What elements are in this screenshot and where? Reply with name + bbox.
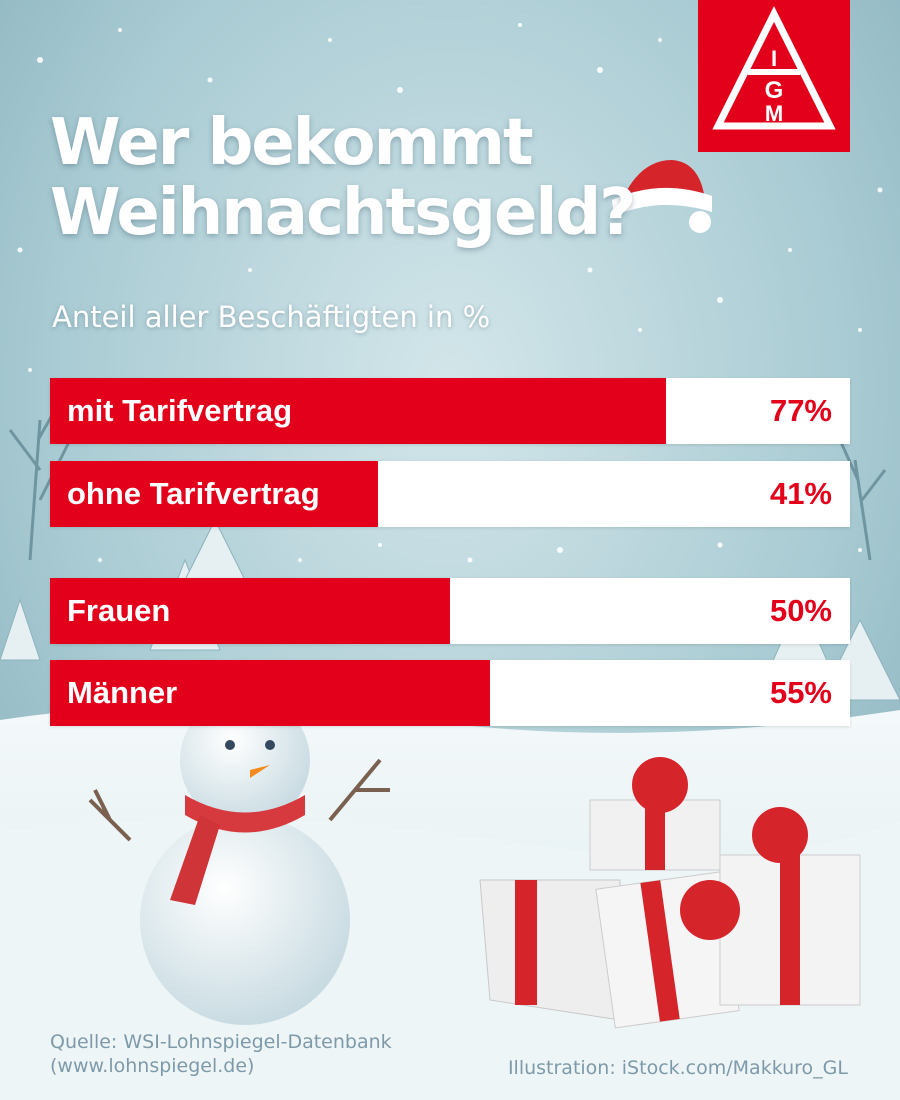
title-line-2: Weihnachtsgeld? bbox=[50, 176, 636, 250]
bar-row: ohne Tarifvertrag 41% bbox=[50, 461, 850, 527]
snowman-icon bbox=[88, 695, 390, 1025]
santa-hat-icon bbox=[612, 160, 712, 233]
igm-logo: I G M bbox=[698, 0, 850, 152]
bar-value-label: 50% bbox=[769, 593, 832, 628]
bar-value-label: 77% bbox=[769, 393, 832, 428]
bar bbox=[50, 461, 378, 527]
bar-value-label: 41% bbox=[769, 476, 832, 511]
bar-row: Frauen 50% bbox=[50, 578, 850, 644]
bar bbox=[50, 378, 666, 444]
bar-label: Frauen bbox=[67, 593, 171, 628]
bar bbox=[50, 578, 450, 644]
source-line-1: Quelle: WSI-Lohnspiegel-Datenbank bbox=[50, 1031, 392, 1053]
bar-value-label: 55% bbox=[769, 675, 832, 710]
chart-title: Wer bekommt Weihnachtsgeld? bbox=[50, 106, 636, 250]
source-line-2: (www.lohnspiegel.de) bbox=[50, 1055, 255, 1077]
bar-row: Männer 55% bbox=[50, 660, 850, 726]
source-note: Quelle: WSI-Lohnspiegel-Datenbank (www.l… bbox=[50, 1030, 392, 1078]
chart-subtitle: Anteil aller Beschäftigten in % bbox=[52, 300, 491, 334]
illustration-credit: Illustration: iStock.com/Makkuro_GL bbox=[507, 1057, 848, 1079]
bar bbox=[50, 660, 490, 726]
bar-label: mit Tarifvertrag bbox=[67, 393, 293, 428]
igm-logo-icon: I G M bbox=[712, 6, 836, 130]
logo-letter-m: M bbox=[765, 101, 783, 126]
gift-boxes-icon bbox=[479, 757, 861, 1029]
bar-label: Männer bbox=[67, 675, 178, 710]
logo-letter-g: G bbox=[765, 77, 784, 104]
logo-letter-i: I bbox=[771, 46, 777, 71]
title-line-1: Wer bekommt bbox=[50, 106, 534, 180]
bar-row: mit Tarifvertrag 77% bbox=[50, 378, 850, 444]
bar-label: ohne Tarifvertrag bbox=[67, 476, 320, 511]
